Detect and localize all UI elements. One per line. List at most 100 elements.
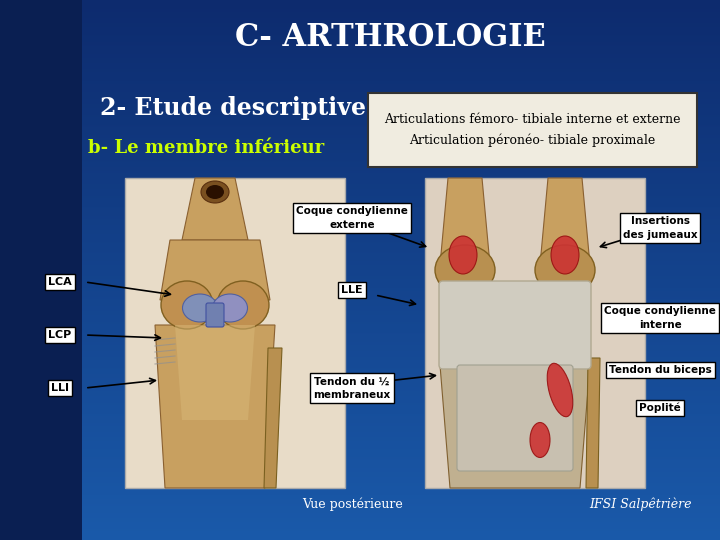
Bar [0, 283, 720, 284]
Bar [0, 360, 720, 361]
FancyBboxPatch shape [0, 0, 82, 540]
Bar [0, 413, 720, 414]
Bar [0, 294, 720, 295]
Bar [0, 229, 720, 230]
Ellipse shape [212, 294, 248, 322]
Bar [0, 178, 720, 179]
Bar [0, 282, 720, 283]
Bar [0, 239, 720, 240]
Bar [0, 68, 720, 69]
Bar [0, 472, 720, 473]
Bar [0, 353, 720, 354]
Bar [0, 404, 720, 405]
Bar [0, 338, 720, 339]
Bar [0, 83, 720, 84]
Bar [0, 185, 720, 186]
Bar [0, 130, 720, 131]
Text: C- ARTHROLOGIE: C- ARTHROLOGIE [235, 23, 545, 53]
Bar [0, 474, 720, 475]
Bar [0, 313, 720, 314]
Bar [0, 528, 720, 529]
Bar [0, 471, 720, 472]
Bar [0, 334, 720, 335]
Bar [0, 69, 720, 70]
Bar [0, 56, 720, 57]
Bar [0, 419, 720, 420]
Bar [0, 150, 720, 151]
Bar [0, 113, 720, 114]
Bar [0, 27, 720, 28]
Bar [0, 196, 720, 197]
Bar [0, 490, 720, 491]
Bar [0, 224, 720, 225]
Bar [0, 466, 720, 467]
Bar [0, 57, 720, 58]
Bar [0, 23, 720, 24]
Bar [0, 112, 720, 113]
Bar [0, 418, 720, 419]
Bar [0, 236, 720, 237]
Bar [0, 241, 720, 242]
Bar [0, 103, 720, 104]
Bar [0, 432, 720, 433]
Bar [0, 127, 720, 128]
Bar [0, 384, 720, 385]
Bar [0, 214, 720, 215]
Bar [0, 226, 720, 227]
Bar [0, 452, 720, 453]
Bar [0, 124, 720, 125]
Bar [0, 483, 720, 484]
Bar [0, 349, 720, 350]
Bar [0, 234, 720, 235]
Bar [0, 539, 720, 540]
Bar [0, 102, 720, 103]
Bar [0, 168, 720, 169]
Bar [0, 503, 720, 504]
Bar [0, 85, 720, 86]
Bar [0, 355, 720, 356]
Bar [0, 275, 720, 276]
Bar [0, 116, 720, 117]
Bar [0, 409, 720, 410]
Bar [0, 383, 720, 384]
Bar [0, 231, 720, 232]
Bar [0, 267, 720, 268]
Bar [0, 86, 720, 87]
Bar [0, 307, 720, 308]
Bar [0, 37, 720, 38]
Bar [0, 61, 720, 62]
Bar [0, 44, 720, 45]
Bar [0, 482, 720, 483]
Bar [0, 455, 720, 456]
Bar [0, 506, 720, 507]
Text: Coque condylienne
externe: Coque condylienne externe [296, 206, 408, 230]
Bar [0, 414, 720, 415]
Bar [0, 537, 720, 538]
Bar [0, 73, 720, 74]
Bar [0, 525, 720, 526]
Bar [0, 257, 720, 258]
Bar [0, 458, 720, 459]
Bar [0, 378, 720, 379]
Bar [0, 198, 720, 199]
Bar [0, 340, 720, 341]
Bar [0, 299, 720, 300]
Polygon shape [160, 240, 270, 300]
Ellipse shape [435, 245, 495, 295]
Bar [0, 166, 720, 167]
Bar [0, 468, 720, 469]
Bar [0, 165, 720, 166]
Ellipse shape [449, 236, 477, 274]
Text: 2- Etude descriptive: 2- Etude descriptive [100, 96, 366, 120]
Bar [0, 272, 720, 273]
Text: LLE: LLE [341, 285, 363, 295]
Bar [0, 481, 720, 482]
Bar [0, 346, 720, 347]
Bar [0, 29, 720, 30]
Bar [0, 184, 720, 185]
Text: Coque condylienne
interne: Coque condylienne interne [604, 306, 716, 329]
Bar [0, 354, 720, 355]
Bar [0, 244, 720, 245]
Bar [0, 216, 720, 217]
Bar [0, 149, 720, 150]
